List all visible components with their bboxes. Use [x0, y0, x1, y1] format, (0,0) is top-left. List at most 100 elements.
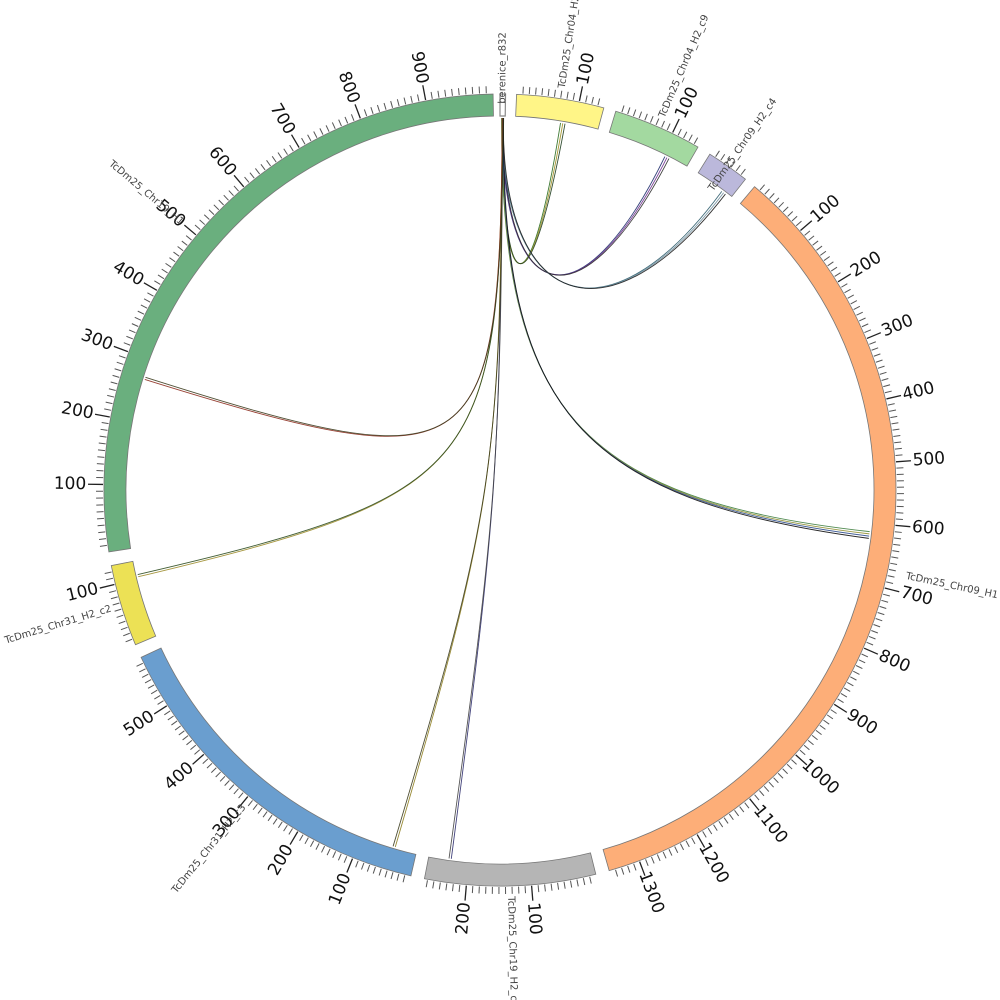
- minor-tick: [271, 156, 277, 163]
- segment-tcdm25-chr19-h2-c3: [423, 852, 597, 887]
- segment-label-berenice-r832: berenice_r832: [497, 32, 508, 104]
- minor-tick: [319, 128, 324, 135]
- minor-tick: [853, 670, 860, 675]
- minor-tick: [877, 612, 885, 616]
- minor-tick: [332, 851, 337, 858]
- minor-tick: [621, 867, 625, 875]
- minor-tick: [768, 781, 775, 788]
- minor-tick: [118, 620, 126, 625]
- minor-tick: [141, 673, 149, 678]
- minor-tick: [147, 292, 154, 297]
- minor-tick: [331, 122, 336, 130]
- minor-tick: [644, 113, 648, 121]
- minor-tick: [244, 176, 250, 183]
- segment-tcdm25-chr31-h2-c2: [110, 560, 157, 646]
- tick-label: 500: [120, 707, 158, 741]
- minor-tick: [649, 115, 654, 123]
- major-tick: [113, 345, 129, 353]
- minor-tick: [384, 870, 388, 878]
- minor-tick: [114, 608, 122, 612]
- minor-tick: [713, 824, 718, 831]
- major-tick: [696, 834, 706, 848]
- minor-tick: [887, 403, 895, 406]
- minor-tick: [199, 219, 206, 225]
- minor-tick: [99, 544, 107, 547]
- tick-label: 900: [843, 705, 881, 739]
- minor-tick: [879, 605, 887, 609]
- minor-tick: [804, 230, 811, 236]
- link-tcdm25-chr09-h1: [501, 118, 870, 533]
- minor-tick: [210, 767, 217, 773]
- major-tick: [884, 587, 900, 593]
- minor-tick: [215, 771, 221, 778]
- minor-tick: [173, 251, 180, 257]
- major-tick: [795, 754, 808, 766]
- minor-tick: [739, 806, 745, 813]
- minor-tick: [444, 89, 447, 97]
- minor-tick: [895, 454, 903, 456]
- minor-tick: [137, 310, 145, 315]
- minor-tick: [883, 384, 891, 388]
- minor-tick: [116, 614, 124, 618]
- minor-tick: [139, 668, 146, 673]
- minor-tick: [841, 283, 848, 288]
- minor-tick: [668, 849, 673, 856]
- minor-tick: [786, 763, 793, 770]
- tick-label: 100: [325, 870, 356, 908]
- minor-tick: [759, 184, 765, 191]
- tick-label: 500: [912, 448, 946, 470]
- major-tick: [99, 583, 115, 589]
- minor-tick: [464, 87, 467, 95]
- major-tick: [233, 174, 245, 188]
- minor-tick: [691, 837, 696, 845]
- tick-label: 1300: [634, 869, 668, 917]
- minor-tick: [734, 810, 740, 817]
- minor-tick: [537, 885, 540, 893]
- minor-tick: [847, 681, 854, 687]
- minor-tick: [355, 860, 359, 868]
- minor-tick: [715, 150, 720, 157]
- minor-tick: [826, 714, 834, 720]
- minor-tick: [252, 803, 258, 811]
- link-tcdm25-chr31-h2-c3: [392, 118, 504, 847]
- segment-tcdm25-chr04-h2-c7: [515, 93, 605, 130]
- minor-tick: [390, 100, 394, 108]
- minor-tick: [812, 240, 819, 246]
- minor-tick: [165, 262, 172, 268]
- minor-tick: [879, 371, 887, 375]
- minor-tick: [544, 884, 546, 892]
- minor-tick: [725, 157, 731, 164]
- minor-tick: [228, 190, 234, 197]
- segment-tcdm25-chr09-h1: [602, 186, 897, 872]
- minor-tick: [267, 814, 273, 822]
- major-tick: [192, 753, 205, 765]
- link-tcdm25-chr04-h2-c7: [502, 118, 564, 264]
- minor-tick: [238, 792, 244, 799]
- minor-tick: [778, 201, 784, 208]
- minor-tick: [718, 820, 724, 828]
- minor-tick: [309, 840, 315, 848]
- major-tick: [837, 273, 852, 283]
- major-tick: [866, 332, 882, 340]
- tick-label: 300: [879, 310, 917, 341]
- minor-tick: [791, 215, 798, 222]
- minor-tick: [247, 800, 253, 807]
- minor-tick: [656, 854, 661, 862]
- segment-label-tcdm25-chr31-h2-c3: TcDm25_Chr31_H2_c3: [169, 802, 248, 896]
- minor-tick: [853, 305, 861, 310]
- minor-tick: [871, 347, 879, 351]
- minor-tick: [891, 422, 899, 425]
- minor-tick: [457, 88, 460, 96]
- minor-tick: [157, 274, 165, 280]
- minor-tick: [249, 172, 255, 179]
- minor-tick: [120, 626, 128, 631]
- minor-tick: [859, 317, 866, 322]
- minor-tick: [378, 868, 382, 876]
- minor-tick: [882, 593, 890, 597]
- minor-tick: [627, 865, 631, 873]
- minor-tick: [550, 883, 553, 891]
- tick-label: 600: [911, 517, 945, 540]
- minor-tick: [97, 524, 105, 527]
- segments-layer: [88, 85, 912, 901]
- minor-tick: [890, 562, 898, 565]
